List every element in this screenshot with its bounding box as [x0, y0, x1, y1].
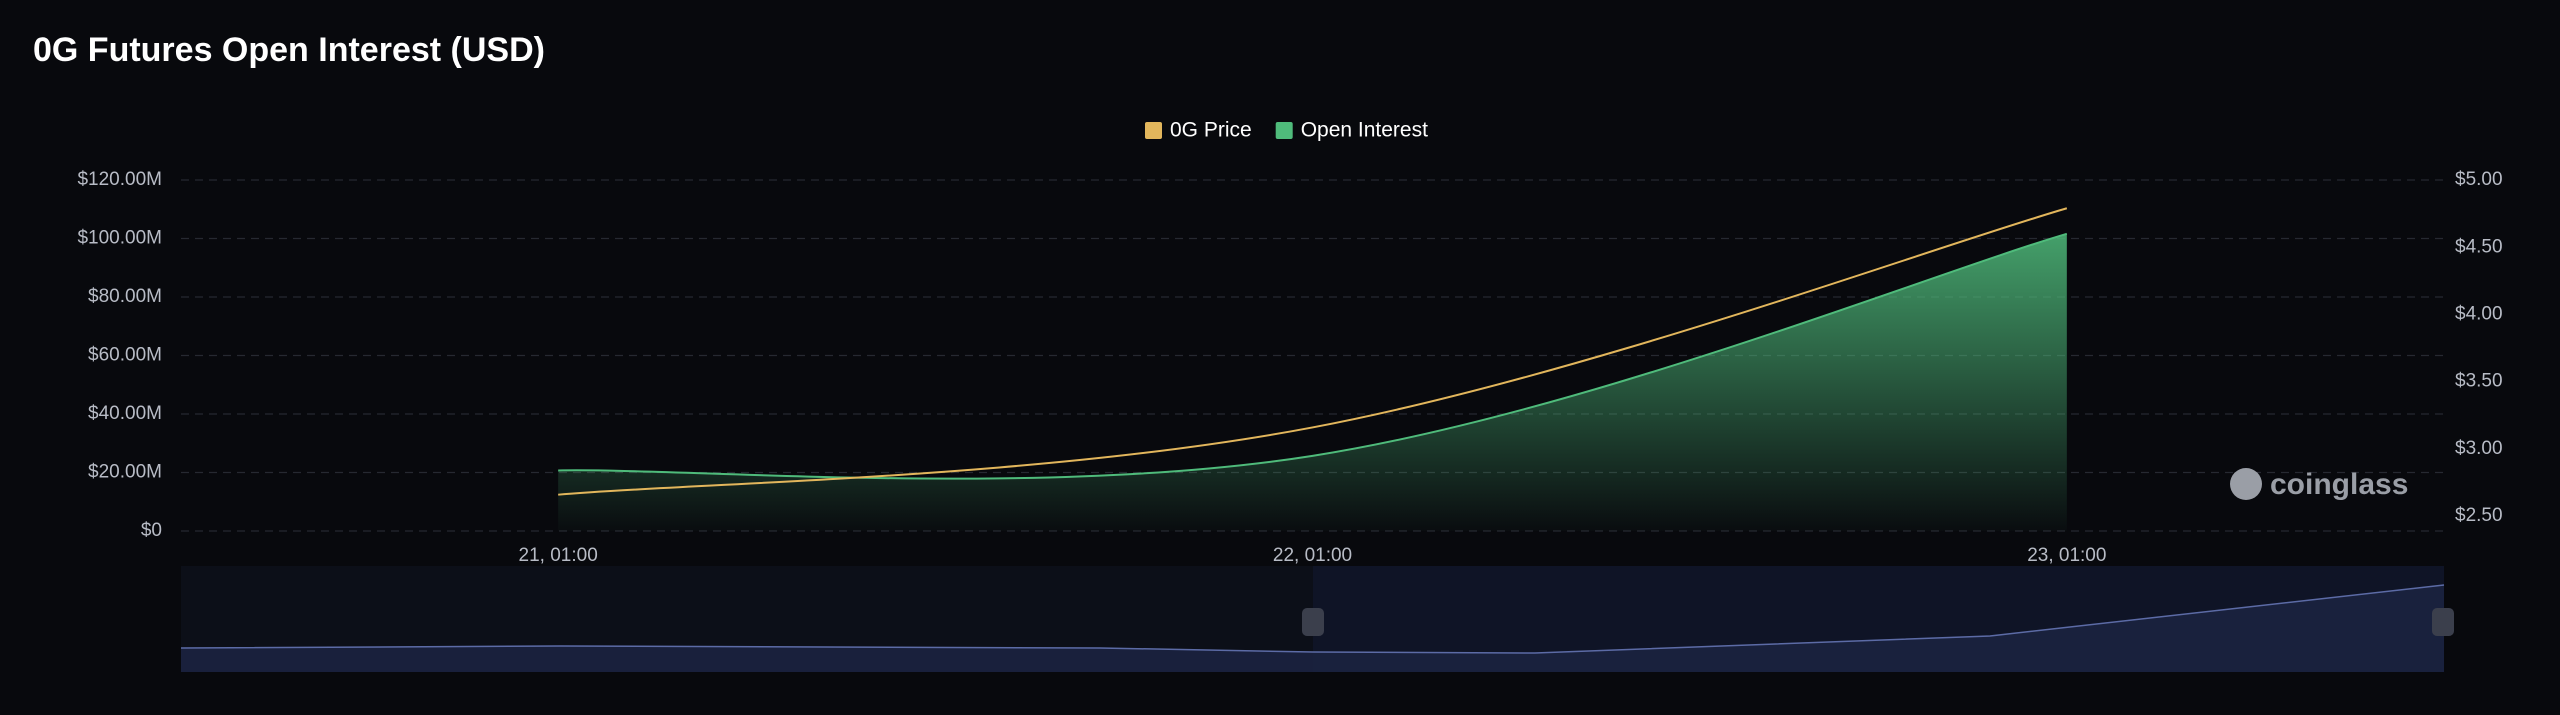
legend-label: Open Interest [1301, 119, 1428, 142]
x-tick-label: 23, 01:00 [2027, 545, 2106, 566]
line [558, 207, 2068, 496]
legend-swatch [1145, 122, 1162, 139]
y-tick-label: $100.00M [77, 228, 162, 249]
slider-handle[interactable] [1302, 608, 1324, 636]
y2-tick-label: $5.00 [2455, 169, 2503, 190]
slider-area [181, 585, 2444, 672]
line [558, 232, 2068, 480]
y2-tick-label: $3.50 [2455, 371, 2503, 392]
y2-tick-label: $4.50 [2455, 236, 2503, 257]
watermark: coinglass [2230, 468, 2408, 501]
zoom-slider [180, 566, 2454, 672]
y-tick-label: $120.00M [77, 169, 162, 190]
legend-swatch [1275, 122, 1293, 139]
watermark-icon [2230, 468, 2262, 500]
y-tick-label: $60.00M [88, 345, 162, 366]
y-tick-label: $20.00M [88, 462, 162, 483]
y-tick-label: $0 [141, 520, 162, 541]
area [558, 233, 2067, 531]
y-tick-label: $40.00M [88, 403, 162, 424]
legend: 0G Price Open Interest [1145, 119, 1428, 142]
legend-label: 0G Price [1170, 119, 1252, 142]
y-tick-label: $80.00M [88, 286, 162, 307]
y2-tick-label: $3.00 [2455, 438, 2503, 459]
x-tick-label: 21, 01:00 [519, 545, 598, 566]
chart-title: 0G Futures Open Interest (USD) [33, 31, 545, 69]
y2-tick-label: $4.00 [2455, 303, 2503, 324]
plot: $0 $20.00M $40.00M $60.00M $80.00M $100.00M $1… [77, 169, 2502, 566]
x-tick-label: 22, 01:00 [1273, 545, 1352, 566]
slider-line [180, 584, 2445, 654]
slider-handle[interactable] [2432, 608, 2454, 636]
watermark-text: coinglass [2270, 468, 2408, 501]
y2-tick-label: $2.50 [2455, 505, 2503, 526]
